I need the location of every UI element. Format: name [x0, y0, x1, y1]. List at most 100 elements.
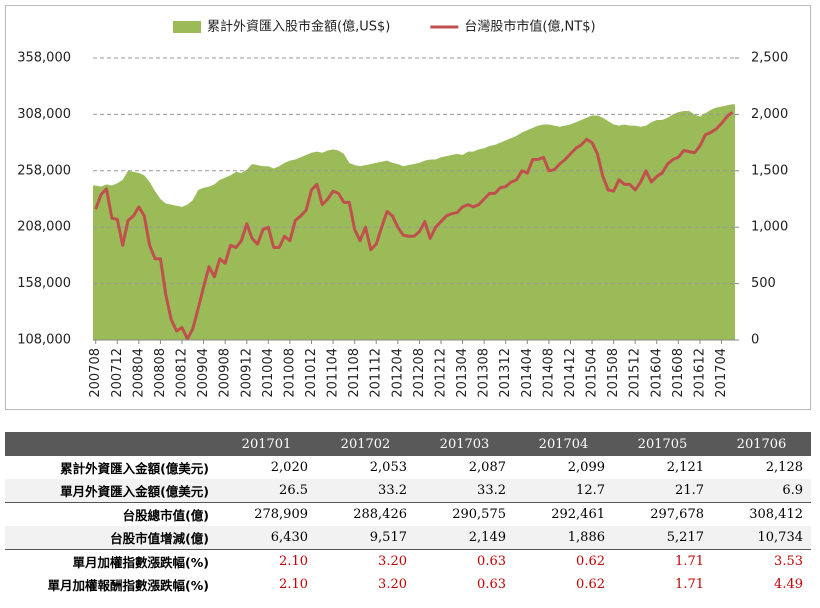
y-tick-label: 208,000 [17, 220, 71, 235]
row-label: 單月外資匯入金額(億美元) [5, 479, 217, 503]
row-label: 台股總市值(億) [5, 502, 217, 526]
x-tick-label: 200808 [153, 348, 168, 398]
x-tick-label: 201508 [606, 348, 621, 398]
x-tick-label: 200904 [196, 348, 211, 398]
header-cell: 201703 [415, 432, 514, 456]
table-cell: 292,461 [514, 502, 613, 526]
table-cell: 33.2 [415, 479, 514, 503]
x-tick-label: 200912 [239, 348, 254, 398]
legend-label: 台灣股市市值(億,NT$) [464, 19, 595, 35]
x-tick-label: 201608 [671, 348, 686, 398]
y-tick-label: 108,000 [17, 333, 71, 348]
x-tick-label: 201112 [369, 348, 384, 398]
legend-swatch [173, 21, 201, 33]
y2-tick-label: 2,500 [751, 51, 788, 66]
x-tick-label: 201404 [520, 348, 535, 398]
y2-tick-label: 1,500 [751, 163, 788, 178]
table-cell: 2.10 [279, 577, 308, 592]
x-tick-label: 201408 [541, 348, 556, 398]
table-cell: 21.7 [613, 479, 712, 503]
x-tick-label: 201512 [628, 348, 643, 398]
table-cell: 6,430 [217, 526, 316, 550]
table-cell: 288,426 [316, 502, 415, 526]
data-table: 201701 201702 201703 201704 201705 201706 累計外… [5, 432, 811, 596]
area [93, 104, 735, 340]
table-cell: 26.5 [217, 479, 316, 503]
table-row: 台股市值增減(億) 6,430 9,517 2,149 1,886 5,217 10,734 [5, 526, 811, 550]
row-label: 累計外資匯入金額(億美元) [60, 461, 209, 476]
header-cell: 201701 [217, 432, 316, 456]
x-tick-label: 200804 [131, 348, 146, 398]
y2-tick-label: 2,000 [751, 107, 788, 122]
table-row: 單月外資匯入金額(億美元) 26.5 33.2 33.2 12.7 21.7 6.9 [5, 479, 811, 503]
row-label: 單月加權報酬指數漲跌幅(%) [47, 578, 209, 593]
x-tick-label: 201504 [585, 348, 600, 398]
header-cell: 201704 [514, 432, 613, 456]
table-header: 201701 201702 201703 201704 201705 201706 [5, 432, 811, 456]
table-cell: 0.63 [415, 549, 514, 573]
x-tick-label: 201312 [498, 348, 513, 398]
table-cell: 297,678 [613, 502, 712, 526]
y2-tick-label: 500 [751, 276, 776, 291]
table-cell: 308,412 [712, 502, 811, 526]
y-tick-label: 358,000 [17, 51, 71, 66]
header-cell: 201702 [316, 432, 415, 456]
header-blank [5, 432, 217, 456]
table-cell: 9,517 [316, 526, 415, 550]
table-body: 累計外資匯入金額(億美元) 2,020 2,053 2,087 2,099 2,121 2,… [5, 456, 811, 596]
table-cell: 33.2 [316, 479, 415, 503]
table-row: 單月加權報酬指數漲跌幅(%) 2.10 3.20 0.63 0.62 1.71 4.49 [5, 573, 811, 596]
table-cell: 1,886 [514, 526, 613, 550]
legend-label: 累計外資匯入股市金額(億,US$) [207, 19, 390, 35]
table-cell: 2,087 [468, 460, 506, 475]
x-tick-label: 200708 [88, 348, 103, 398]
table-cell: 4.49 [774, 577, 803, 592]
header-cell: 201705 [613, 432, 712, 456]
x-tick-label: 201208 [412, 348, 427, 398]
table-cell: 3.20 [316, 549, 415, 573]
y-tick-label: 308,000 [17, 107, 71, 122]
table-row: 累計外資匯入金額(億美元) 2,020 2,053 2,087 2,099 2,121 2,… [5, 456, 811, 479]
table-cell: 0.63 [477, 577, 506, 592]
x-tick-label: 201008 [282, 348, 297, 398]
table-cell: 278,909 [217, 502, 316, 526]
table-cell: 2.10 [217, 549, 316, 573]
x-tick-label: 200712 [110, 348, 125, 398]
y-tick-label: 258,000 [17, 163, 71, 178]
x-tick-label: 201612 [692, 348, 707, 398]
table-cell: 2,020 [270, 460, 308, 475]
table-cell: 2,149 [415, 526, 514, 550]
x-tick-label: 201204 [390, 348, 405, 398]
y2-tick-label: 0 [751, 333, 759, 348]
table-cell: 5,217 [613, 526, 712, 550]
table-cell: 2,128 [765, 460, 803, 475]
row-label: 台股市值增減(億) [5, 526, 217, 550]
x-tick-label: 201104 [326, 348, 341, 398]
row-label: 單月加權指數漲跌幅(%) [5, 549, 217, 573]
x-tick-label: 201108 [347, 348, 362, 398]
y2-tick-label: 1,000 [751, 220, 788, 235]
table-cell: 12.7 [514, 479, 613, 503]
x-tick-label: 201012 [304, 348, 319, 398]
table-cell: 1.71 [675, 577, 704, 592]
table-cell: 0.62 [514, 549, 613, 573]
x-tick-label: 201212 [433, 348, 448, 398]
x-tick-label: 201004 [261, 348, 276, 398]
table-cell: 6.9 [712, 479, 811, 503]
x-tick-label: 201604 [649, 348, 664, 398]
table-cell: 3.53 [712, 549, 811, 573]
header-cell: 201706 [712, 432, 811, 456]
x-tick-label: 201308 [477, 348, 492, 398]
chart: 108,000 158,000 208,000 258,000 308,000 358,0… [5, 5, 811, 410]
y-tick-label: 158,000 [17, 276, 71, 291]
x-tick-label: 201412 [563, 348, 578, 398]
table-cell: 2,121 [666, 460, 704, 475]
x-tick-label: 201304 [455, 348, 470, 398]
x-tick-label: 201704 [714, 348, 729, 398]
table-row: 單月加權指數漲跌幅(%) 2.10 3.20 0.63 0.62 1.71 3.53 [5, 549, 811, 573]
table-cell: 10,734 [712, 526, 811, 550]
table-cell: 1.71 [613, 549, 712, 573]
line [94, 110, 734, 341]
table-cell: 2,053 [369, 460, 407, 475]
